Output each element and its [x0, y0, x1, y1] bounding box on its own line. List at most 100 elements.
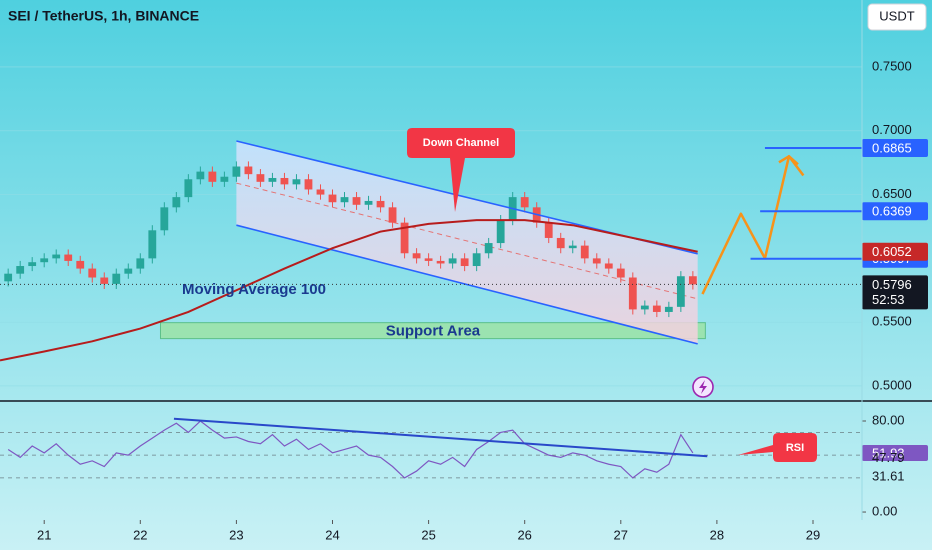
candle-body [220, 176, 229, 182]
candle-body [304, 179, 313, 190]
rsi-callout [738, 433, 817, 462]
rsi-tick-label: 80.00 [872, 412, 905, 427]
rsi-callout-label: RSI [786, 442, 804, 454]
candle-body [676, 276, 685, 307]
candle-body [52, 254, 61, 259]
candle-body [412, 253, 421, 259]
x-tick-label: 23 [229, 527, 243, 542]
ma-badge [862, 242, 928, 261]
rsi-other-value: 47.79 [872, 450, 905, 465]
candle-body [496, 220, 505, 244]
candle-body [256, 174, 265, 182]
channel-lower [236, 224, 698, 345]
ma-value: 0.6052 [872, 244, 912, 259]
y-tick-label: 0.5500 [872, 314, 912, 329]
candle-body [136, 258, 145, 269]
candle-body [160, 207, 169, 231]
candle-body [352, 197, 361, 205]
x-tick-label: 25 [421, 527, 435, 542]
candle-body [472, 253, 481, 267]
candle-body [652, 305, 661, 312]
y-tick-label: 0.5000 [872, 377, 912, 392]
x-tick-label: 21 [37, 527, 51, 542]
candle-body [580, 245, 589, 259]
alert-icon[interactable] [692, 376, 714, 398]
candle-body [64, 254, 73, 261]
rsi-other-value: 31.61 [872, 469, 905, 484]
candle-body [148, 230, 157, 259]
candle-body [280, 177, 289, 185]
candle-body [76, 260, 85, 269]
level-label: 0.6865 [872, 140, 912, 155]
candle-body [208, 171, 217, 182]
price-badge [862, 275, 928, 310]
support-label: Support Area [386, 323, 481, 340]
y-tick-label: 0.6500 [872, 186, 912, 201]
candle-body [364, 200, 373, 205]
candle-body [328, 194, 337, 203]
callout [407, 128, 515, 212]
rsi-value: 51.93 [872, 445, 905, 460]
callout-label: Down Channel [423, 137, 499, 149]
rsi-badge [862, 444, 928, 461]
candle-body [388, 207, 397, 223]
x-tick-label: 28 [710, 527, 724, 542]
candle-body [88, 268, 97, 278]
candle-body [520, 197, 529, 208]
candle-body [340, 197, 349, 203]
candle-body [4, 273, 13, 282]
x-tick-label: 24 [325, 527, 339, 542]
level-badge [862, 139, 928, 158]
chart-title: SEI / TetherUS, 1h, BINANCE [8, 8, 199, 24]
candle-body [448, 258, 457, 264]
candle-body [184, 179, 193, 198]
candle-body [268, 177, 277, 182]
rsi-tick-label: 0.00 [872, 503, 897, 518]
currency-label[interactable]: USDT [879, 8, 914, 23]
candle-body [460, 258, 469, 267]
rsi-trendline [173, 417, 708, 458]
candle-body [112, 273, 121, 284]
level-badge [862, 202, 928, 221]
candle-body [400, 222, 409, 254]
candle-body [568, 245, 577, 249]
y-tick-label: 0.7500 [872, 58, 912, 73]
x-tick-label: 29 [806, 527, 820, 542]
candle-body [376, 200, 385, 208]
candle-body [172, 197, 181, 208]
countdown: 52:53 [872, 292, 905, 307]
candle-body [424, 258, 433, 261]
candle-body [628, 277, 637, 310]
candle-body [40, 258, 49, 263]
channel-fill [236, 140, 698, 344]
candle-body [616, 268, 625, 278]
candle-body [28, 262, 37, 267]
candle-body [436, 260, 445, 264]
x-tick-label: 22 [133, 527, 147, 542]
candle-body [604, 263, 613, 269]
candle-body [556, 237, 565, 249]
rsi-line [7, 420, 694, 479]
price-value: 0.5796 [872, 277, 912, 292]
level-label: 0.6369 [872, 204, 912, 219]
y-tick-label: 0.7000 [872, 122, 912, 137]
x-tick-label: 26 [517, 527, 531, 542]
candle-body [244, 166, 253, 175]
candle-body [544, 222, 553, 238]
candle-body [484, 243, 493, 254]
currency-button[interactable] [867, 3, 927, 31]
ma-label: Moving Average 100 [182, 281, 326, 298]
candle-body [292, 179, 301, 185]
moving-average [0, 219, 698, 362]
candle-body [316, 189, 325, 195]
price-pane: 0.7500 0.7000 0.6500 0.5500 0.5000 Support Ar… [0, 58, 928, 392]
candle-body [664, 306, 673, 312]
candle-body [688, 276, 697, 285]
candle-body [16, 266, 25, 274]
x-tick-label: 27 [614, 527, 628, 542]
candle-body [232, 166, 241, 177]
candle-body [196, 171, 205, 180]
candle-body [640, 305, 649, 310]
